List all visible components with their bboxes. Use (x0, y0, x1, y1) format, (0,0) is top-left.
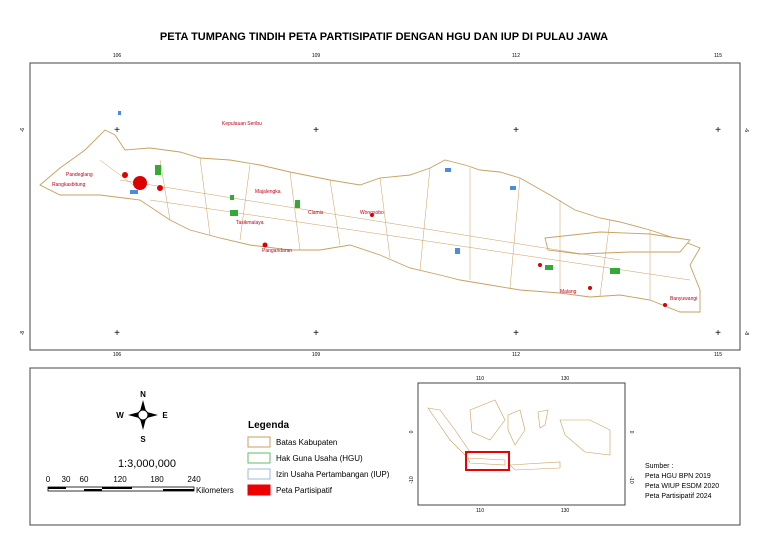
madura-island (544, 231, 691, 255)
place-label: Majalengka (255, 189, 281, 195)
inset-lat-label: -10 (409, 476, 415, 483)
scale-tick-label: 120 (113, 475, 127, 484)
legend-swatch (247, 484, 271, 496)
source-item: Peta Partisipatif 2024 (645, 493, 712, 500)
inset-indonesia (427, 399, 611, 471)
scale-tick-label: 240 (187, 475, 201, 484)
map-frame (29, 62, 741, 351)
scale-ratio: 1:3,000,000 (118, 458, 176, 470)
java-island (39, 129, 701, 313)
place-label: Pandeglang (66, 172, 93, 178)
place-label: Malang (560, 289, 577, 295)
grid-cross: + (313, 328, 319, 339)
longitude-label: 109 (312, 53, 321, 59)
place-label: Kepulauan Seribu (222, 121, 262, 127)
latitude-label: -8 (743, 331, 749, 336)
grid-cross: + (513, 125, 519, 136)
info-panel (29, 367, 741, 526)
latitude-label: -6 (20, 128, 26, 133)
longitude-label: 112 (512, 352, 520, 358)
legend-swatch (247, 436, 271, 448)
scale-tick-label: 60 (80, 475, 89, 484)
legend-swatch (247, 468, 271, 480)
inset-lon-label: 110 (476, 376, 484, 382)
grid-cross: + (513, 328, 519, 339)
place-label: Tasikmalaya (236, 220, 264, 226)
longitude-label: 109 (312, 352, 321, 358)
grid-cross: + (715, 328, 721, 339)
legend-label: Peta Partisipatif (276, 486, 333, 495)
scale-tick-label: 0 (46, 475, 51, 484)
legend-label: Batas Kabupaten (276, 438, 337, 447)
grid-cross: + (715, 125, 721, 136)
hgu-areas (155, 165, 620, 274)
legend-swatch (247, 452, 271, 464)
scale-unit: Kilometers (196, 486, 234, 495)
inset-highlight (465, 451, 510, 471)
source-item: Peta WIUP ESDM 2020 (645, 483, 719, 490)
grid-cross: + (313, 125, 319, 136)
grid-cross: + (114, 328, 120, 339)
inset-lat-label: -10 (628, 476, 634, 483)
place-label: Wonosobo (360, 210, 384, 216)
place-label: Rangkasbitung (52, 182, 86, 188)
latitude-label: -6 (743, 128, 749, 133)
longitude-label: 112 (512, 53, 520, 59)
inset-lon-label: 110 (476, 508, 484, 514)
scale-tick-label: 30 (62, 475, 71, 484)
compass (128, 400, 158, 430)
iup-areas (118, 111, 516, 254)
place-label: Ciamis (308, 210, 324, 216)
map-title: PETA TUMPANG TINDIH PETA PARTISIPATIF DE… (160, 31, 608, 43)
inset-lat-label: 0 (409, 430, 415, 433)
longitude-label: 115 (714, 352, 722, 358)
source-item: Peta HGU BPN 2019 (645, 473, 711, 480)
place-label: Pangandaran (262, 248, 292, 254)
regency-boundaries (99, 157, 691, 300)
legend-title: Legenda (248, 420, 290, 431)
legend-label: Hak Guna Usaha (HGU) (276, 454, 363, 463)
longitude-label: 106 (113, 352, 122, 358)
latitude-label: -8 (20, 331, 26, 336)
compass-n: N (140, 390, 146, 399)
inset-lat-label: 0 (628, 431, 634, 434)
scale-bar (47, 486, 195, 492)
place-label: Banyuwangi (670, 296, 697, 302)
inset-lon-label: 130 (561, 376, 570, 382)
longitude-label: 115 (714, 53, 722, 59)
compass-s: S (140, 435, 146, 444)
scale-tick-label: 180 (150, 475, 164, 484)
legend-label: Izin Usaha Pertambangan (IUP) (276, 470, 390, 479)
longitude-label: 106 (113, 53, 122, 59)
sources-heading: Sumber : (645, 463, 673, 470)
participatory-areas (122, 172, 667, 307)
compass-w: W (116, 411, 124, 420)
inset-lon-label: 130 (561, 508, 570, 514)
compass-e: E (162, 411, 168, 420)
grid-cross: + (114, 125, 120, 136)
